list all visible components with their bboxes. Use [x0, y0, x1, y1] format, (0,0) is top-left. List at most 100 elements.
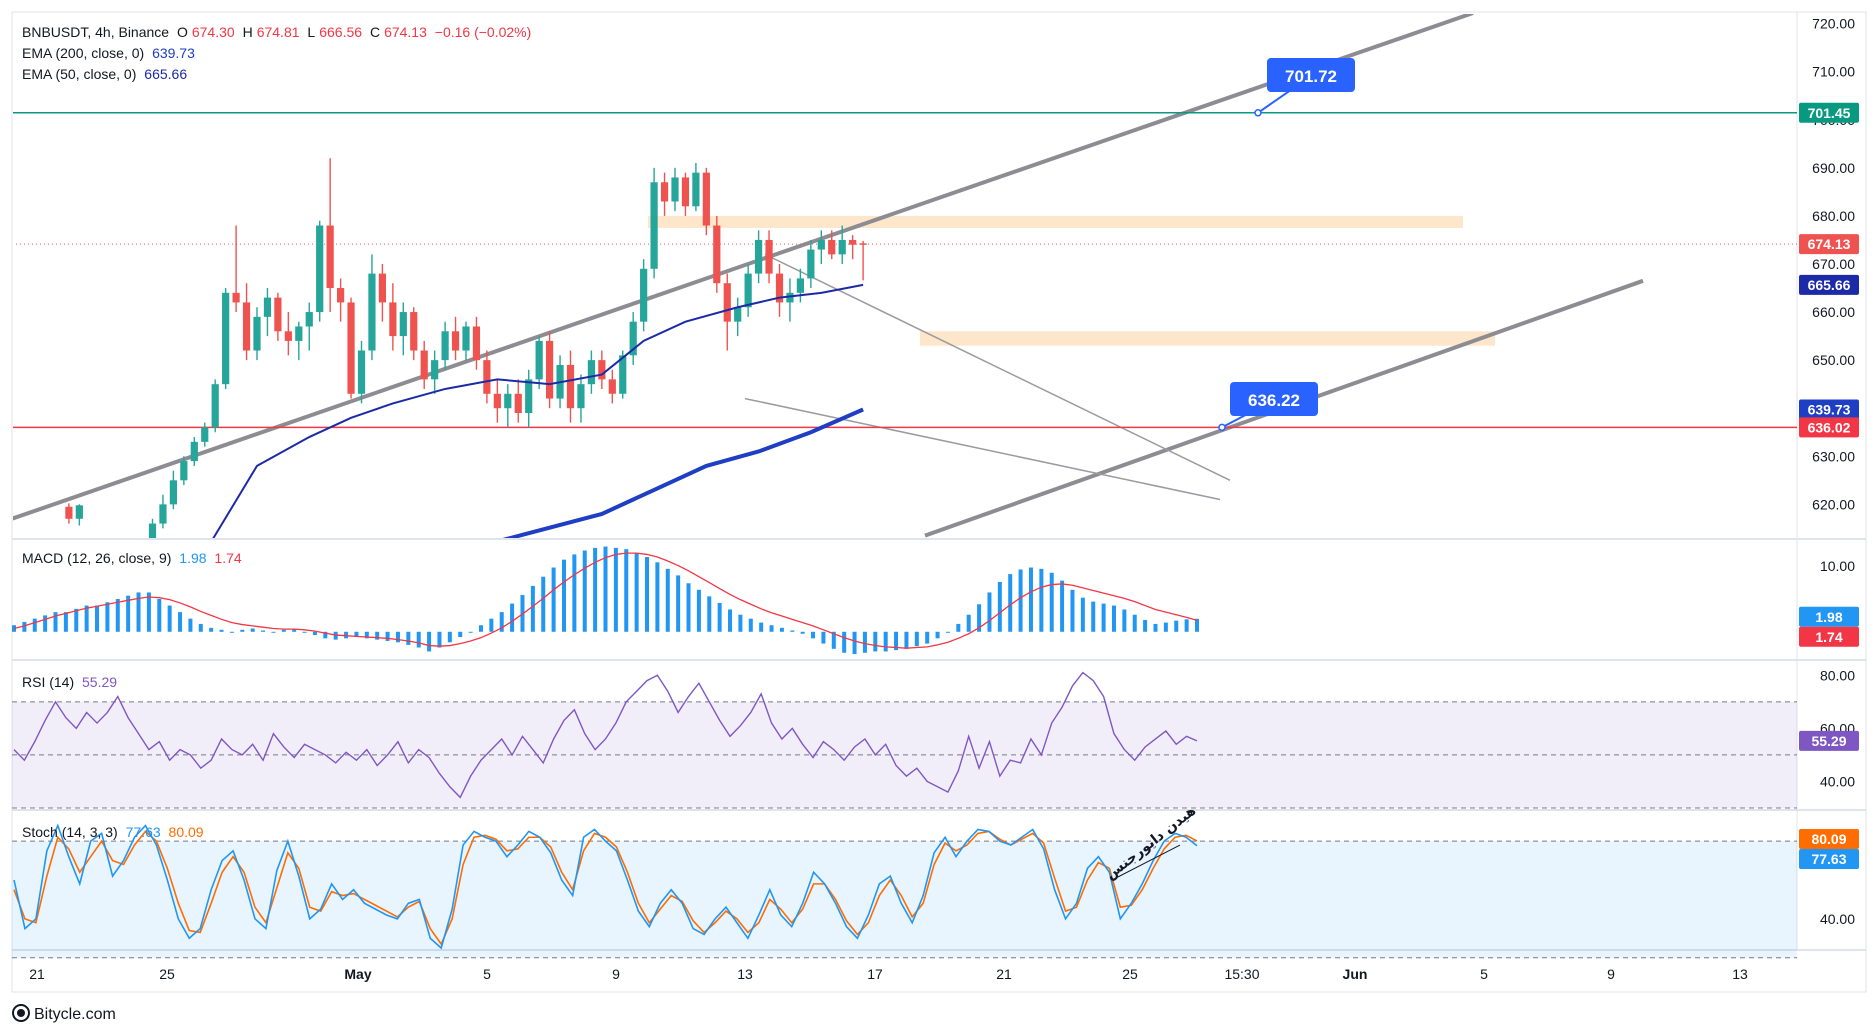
macd-histogram-bar [862, 631, 867, 653]
rsi-tick-label: 40.00 [1820, 773, 1855, 789]
macd-histogram-bar [914, 631, 919, 647]
candle-body [305, 312, 313, 327]
macd-histogram-bar [987, 592, 992, 632]
price-tick-label: 710.00 [1812, 64, 1855, 80]
time-tick-label: 9 [612, 966, 620, 982]
macd-histogram-bar [292, 629, 297, 632]
ema200-tag: 639.73 [1808, 401, 1851, 417]
candle-body [514, 393, 522, 414]
ema50-legend[interactable]: EMA (50, close, 0) 665.66 [22, 66, 191, 82]
candle-body [650, 182, 658, 269]
last-price-tag: 674.13 [1808, 236, 1851, 252]
candle-body [734, 307, 742, 322]
macd-histogram-bar [1163, 622, 1168, 632]
macd-histogram-bar [510, 603, 515, 632]
candle-body [347, 302, 355, 394]
candle-body [629, 321, 637, 356]
candle-body [493, 393, 501, 409]
macd-histogram-bar [696, 589, 701, 632]
stoch-legend[interactable]: Stoch (14, 3, 3) 77.63 80.09 [22, 824, 208, 840]
macd-histogram-bar [655, 562, 660, 632]
candle-body [744, 273, 752, 308]
time-tick-label: 17 [867, 966, 883, 982]
macd-histogram-bar [966, 614, 971, 632]
candle-body [807, 249, 815, 279]
price-panel[interactable]: 701.72 636.22 [12, 13, 1797, 620]
candle-body [849, 239, 857, 245]
macd-histogram-bar [126, 595, 131, 632]
time-tick-label: 5 [483, 966, 491, 982]
wedge-upper-line [764, 253, 1231, 481]
price-axis[interactable]: 720.00710.00700.00690.00680.00670.00660.… [1799, 16, 1859, 927]
candle-body [619, 355, 627, 394]
supply-demand-zone [920, 331, 1495, 346]
macd-histogram-bar [634, 553, 639, 632]
candle-body [828, 239, 836, 255]
candle-body [577, 384, 585, 409]
stoch-panel: هیدن دایورجنس [12, 803, 1797, 959]
candle-body [180, 461, 188, 481]
callout-701-anchor [1254, 109, 1262, 117]
macd-histogram-bar [219, 629, 224, 632]
ema200-tag-bg [1799, 399, 1859, 420]
macd-histogram-bar [468, 631, 473, 633]
candle-body [222, 292, 230, 385]
ema50-tag-bg [1799, 274, 1859, 295]
macd-histogram-bar [717, 602, 722, 632]
macd-histogram-bar [333, 631, 338, 640]
macd-histogram-bar [707, 596, 712, 632]
macd-histogram-bar [395, 631, 400, 643]
macd-histogram-bar [84, 605, 89, 632]
time-tick-label: 13 [1732, 966, 1748, 982]
macd-histogram-bar [323, 631, 328, 639]
candle-body [483, 360, 491, 394]
callout-636-anchor [1218, 423, 1226, 432]
macd-histogram-bar [956, 623, 961, 632]
macd-histogram-bar [146, 592, 151, 632]
support-tag: 636.02 [1808, 419, 1851, 435]
macd-histogram-bar [873, 631, 878, 652]
high-label: H [242, 24, 253, 40]
open-value: 674.30 [191, 24, 235, 40]
macd-histogram-bar [261, 630, 266, 632]
candle-body [75, 505, 83, 519]
macd-histogram-bar [375, 631, 380, 640]
candle-body [587, 360, 595, 385]
macd-histogram-bar [997, 581, 1002, 632]
rsi-legend[interactable]: RSI (14) 55.29 [22, 674, 121, 690]
brand-footer[interactable]: Bitycle.com [12, 1004, 116, 1024]
macd-value-tag-bg [1799, 606, 1859, 627]
candle-body [525, 379, 533, 414]
callout-636-box [1230, 382, 1318, 416]
time-axis[interactable]: 21 25 May 5 9 13 17 21 25 15:30 Jun 5 9 13 [29, 966, 1748, 982]
ema50-tag: 665.66 [1808, 277, 1851, 293]
ema200-legend[interactable]: EMA (200, close, 0) 639.73 [22, 45, 199, 61]
macd-histogram-bar [728, 609, 733, 632]
candle-body [598, 360, 606, 380]
macd-legend[interactable]: MACD (12, 26, close, 9) 1.98 1.74 [22, 550, 246, 566]
candle-body [316, 225, 324, 313]
macd-value: 1.98 [179, 550, 207, 566]
time-tick-label: 13 [737, 966, 753, 982]
candle-body [608, 379, 616, 394]
macd-histogram-bar [115, 599, 120, 632]
price-tick-label: 720.00 [1812, 16, 1855, 32]
macd-histogram-bar [748, 618, 753, 632]
rsi-label: RSI (14) [22, 674, 75, 690]
macd-histogram-bar [883, 631, 888, 652]
macd-histogram-bar [925, 631, 930, 644]
macd-histogram-bar [198, 623, 203, 632]
macd-histogram-bar [977, 604, 982, 632]
candle-body [566, 364, 575, 409]
candle-body [431, 360, 439, 380]
macd-histogram-bar [167, 605, 172, 632]
symbol-label[interactable]: BNBUSDT, 4h, Binance [22, 24, 170, 40]
candle-body [755, 239, 763, 274]
macd-histogram-bar [489, 618, 494, 632]
ema50-line [212, 283, 864, 538]
macd-signal-tag: 1.74 [1815, 629, 1842, 645]
macd-histogram-bar [1122, 609, 1127, 632]
candle-body [817, 239, 825, 250]
macd-histogram-bar [1008, 574, 1013, 632]
